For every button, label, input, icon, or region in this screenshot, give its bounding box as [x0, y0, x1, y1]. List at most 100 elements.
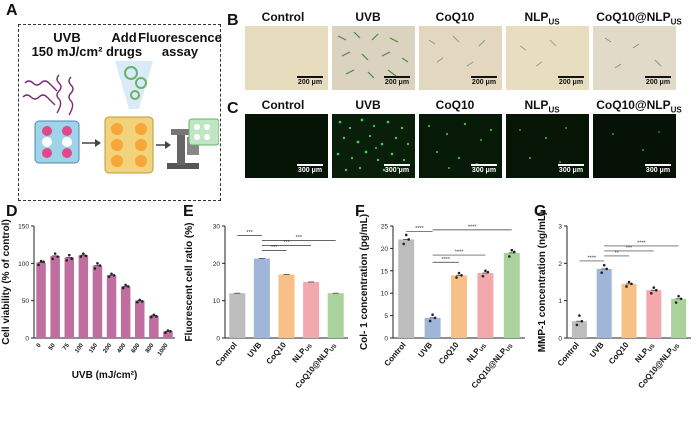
data-point — [37, 263, 40, 267]
y-tick-label: 1 — [558, 298, 562, 305]
data-point — [53, 252, 57, 255]
bar-200 — [106, 275, 117, 338]
chart-e-fluorescent-ratio: 0 10 20 30 Fluorescent cell ratio (%) Control… — [180, 212, 355, 427]
x-tick-label: 50 — [48, 342, 57, 351]
bar-150 — [92, 265, 103, 338]
x-axis-label: UVB (mJ/cm²) — [72, 370, 138, 381]
chart-d-cell-viability: 0 50 100 150 Cell viability (% of control) 0 5… — [0, 212, 180, 427]
fluorescence-control: 300 μm — [245, 114, 328, 178]
x-tick-label: NLPUS — [291, 340, 314, 365]
bar-UVB — [253, 258, 270, 338]
fluorescent-cells — [336, 118, 410, 172]
chart-f-col1: 0 5 10 15 20 25 Col- 1 concentration (pg/mL) Co… — [355, 212, 533, 427]
x-tick-label: Control — [214, 341, 239, 369]
chart-e-svg: 0 10 20 30 Fluorescent cell ratio (%) Control… — [184, 223, 348, 391]
data-point — [110, 272, 113, 276]
data-point — [655, 288, 658, 292]
data-point — [580, 319, 584, 323]
step-drugs-line1: Add — [111, 30, 137, 45]
chart-g-svg: 0 1 2 3 MMP-1 concentration (ng/mL) Control UV… — [537, 212, 691, 391]
scale-bar: 300 μm — [558, 164, 584, 174]
scale-bar-label: 200 μm — [297, 79, 323, 86]
data-point — [650, 291, 653, 295]
nlp-subscript: US — [548, 105, 560, 115]
x-tick-label: Control — [383, 341, 408, 369]
x-tick-label: 400 — [117, 342, 128, 354]
data-point — [575, 323, 579, 327]
scale-bar: 200 μm — [645, 76, 671, 86]
data-point — [93, 267, 97, 270]
brightfield-coq10-nlp: 200 μm — [593, 26, 676, 90]
data-point — [84, 254, 88, 258]
x-tick-subscript: US — [304, 343, 314, 353]
drug-dropper-icon — [115, 61, 153, 109]
bar-CoQ10@NLP — [671, 298, 687, 338]
scale-bar-label: 300 μm — [384, 167, 410, 174]
data-point — [107, 275, 111, 279]
data-point — [652, 286, 656, 289]
data-point — [460, 273, 463, 277]
data-point — [39, 259, 43, 263]
x-tick-label: UVB — [416, 340, 434, 359]
bar-CoQ10@NLP — [503, 252, 520, 338]
data-point — [605, 267, 608, 271]
well-plate-icon — [34, 120, 80, 164]
x-tick-label: NLPUS — [633, 340, 656, 365]
x-tick-label: CoQ10 — [607, 340, 631, 366]
data-point — [51, 257, 54, 261]
brightfield-nlp: 200 μm — [506, 26, 589, 90]
step-uvb-line2: 150 mJ/cm² — [31, 43, 103, 59]
scale-bar: 300 μm — [297, 164, 323, 174]
data-point — [602, 263, 606, 267]
bar-NLP — [303, 282, 320, 338]
significance-label: *** — [271, 245, 278, 251]
fluorescence-uvb: 300 μm — [332, 114, 415, 178]
bar-CoQ10 — [621, 283, 637, 338]
y-tick-label: 20 — [381, 246, 389, 253]
data-point — [677, 294, 680, 298]
data-point — [513, 250, 516, 254]
x-tick-label: 150 — [88, 342, 99, 354]
y-axis-label: MMP-1 concentration (ng/mL) — [537, 212, 548, 352]
experiment-schematic: UVB 150 mJ/cm² Add drugs Fluorescence as… — [18, 24, 223, 201]
header-b-uvb: UVB — [355, 10, 381, 24]
header-c-control: Control — [261, 98, 305, 112]
data-point — [138, 298, 142, 302]
brightfield-uvb: 200 μm — [332, 26, 415, 90]
y-tick-label: 100 — [18, 261, 29, 268]
y-tick-label: 15 — [381, 268, 389, 275]
scale-bar-label: 200 μm — [645, 79, 671, 86]
data-point — [455, 276, 458, 279]
data-point — [67, 253, 71, 257]
coqnlp-subscript: US — [670, 105, 682, 115]
data-point — [166, 329, 170, 332]
data-point — [407, 238, 410, 241]
panel-label-c: C — [227, 100, 239, 117]
data-point — [627, 280, 631, 284]
significance-label: **** — [588, 255, 597, 261]
data-point — [481, 274, 485, 278]
x-tick-label: NLPUS — [465, 340, 488, 365]
data-point — [155, 315, 158, 318]
step-uvb-line1: UVB — [53, 30, 81, 45]
y-tick-label: 3 — [558, 224, 562, 231]
significance-label: *** — [626, 245, 633, 251]
header-b-coq10-nlp: CoQ10@NLPUS — [584, 10, 694, 26]
panel-label-b: B — [227, 12, 239, 29]
bar-CoQ10 — [278, 274, 295, 338]
data-point — [169, 329, 172, 333]
data-point — [121, 286, 125, 290]
header-c-uvb: UVB — [355, 98, 381, 112]
data-point — [70, 257, 74, 261]
data-point — [65, 259, 69, 262]
step-fluorescence-text: Fluorescence assay — [137, 31, 223, 58]
data-point — [42, 260, 45, 264]
data-point — [98, 264, 102, 267]
bar-CoQ10 — [451, 275, 467, 338]
data-point — [404, 233, 408, 237]
data-point — [56, 255, 59, 258]
scale-bar: 200 μm — [297, 76, 323, 86]
data-point — [150, 315, 153, 319]
chart-f-svg: 0 5 10 15 20 25 Col- 1 concentration (pg/mL) Co… — [359, 214, 525, 391]
